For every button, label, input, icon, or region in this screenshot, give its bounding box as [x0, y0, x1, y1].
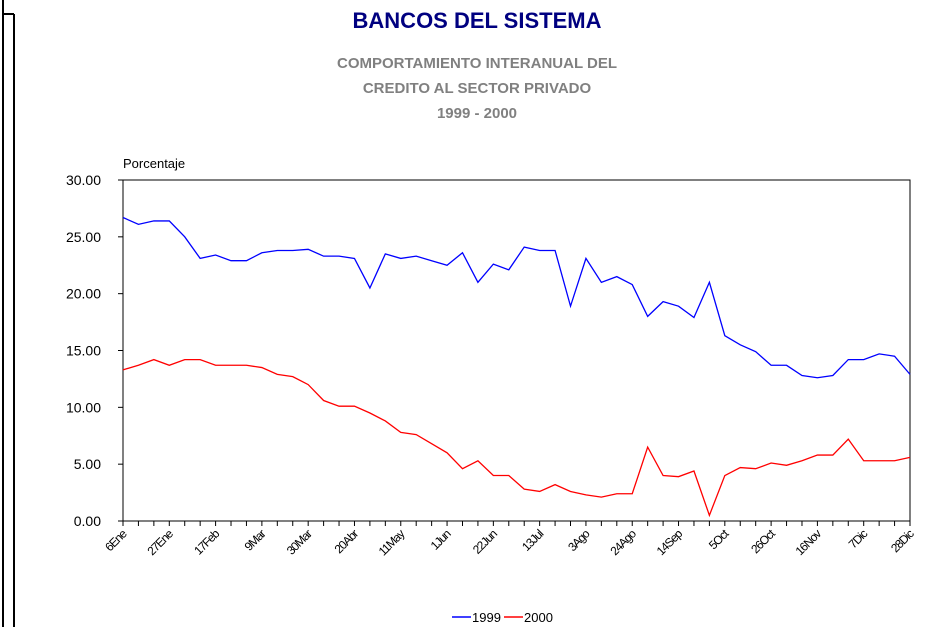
chart-title: BANCOS DEL SISTEMA — [353, 8, 602, 33]
y-tick-label: 15.00 — [66, 343, 101, 359]
y-tick-label: 5.00 — [74, 456, 101, 472]
y-tick-label: 25.00 — [66, 229, 101, 245]
y-tick-label: 30.00 — [66, 172, 101, 188]
subtitle: COMPORTAMIENTO INTERANUAL DEL — [337, 55, 617, 72]
subtitle: CREDITO AL SECTOR PRIVADO — [363, 80, 592, 97]
series-line — [122, 358, 911, 518]
legend-label: 1999 — [472, 610, 501, 625]
y-tick-label: 0.00 — [74, 513, 101, 529]
series-line — [122, 216, 911, 379]
y-tick-label: 10.00 — [66, 399, 101, 415]
legend-label: 2000 — [524, 610, 553, 625]
y-tick-label: 20.00 — [66, 286, 101, 302]
subtitle: 1999 - 2000 — [437, 105, 517, 122]
y-axis-label: Porcentaje — [123, 156, 185, 171]
